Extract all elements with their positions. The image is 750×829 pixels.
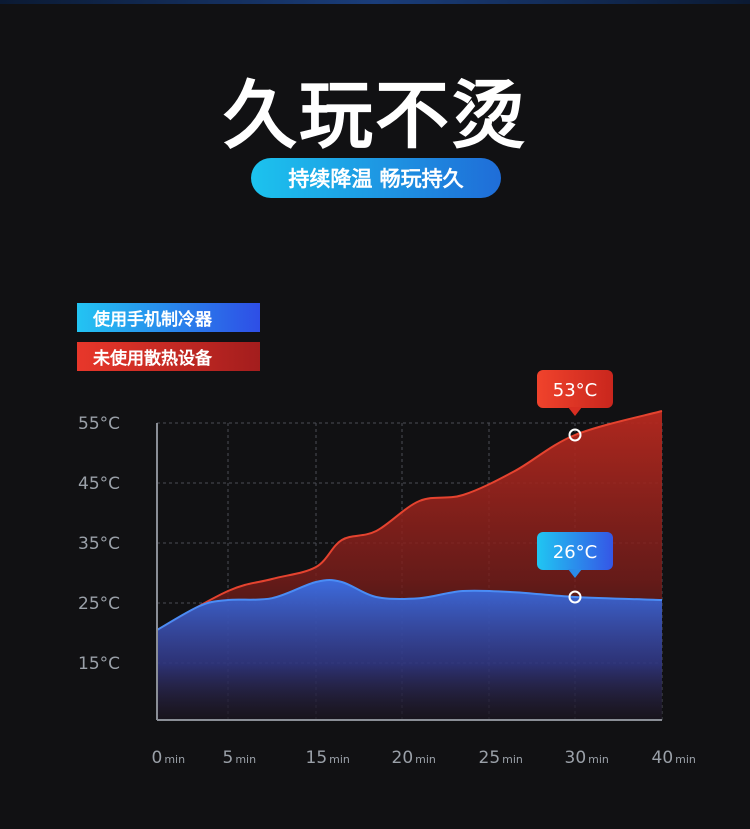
series-areas: [156, 410, 663, 720]
callout-label: 26°C: [553, 542, 597, 563]
callouts: 53°C 26°C: [537, 370, 613, 604]
x-tick-label: 30 min: [565, 748, 609, 768]
y-tick-label: 25°C: [78, 594, 120, 614]
callout-no-cooling: 53°C: [537, 370, 613, 442]
legend-item-no-cooling: 未使用散热设备: [77, 342, 260, 371]
y-tick-label: 35°C: [78, 534, 120, 554]
y-tick-label: 55°C: [78, 414, 120, 434]
x-tick-label: 20 min: [392, 748, 436, 768]
callout-label: 53°C: [553, 380, 597, 401]
axes: [156, 423, 662, 721]
callout-marker: [568, 428, 582, 442]
page-title: 久玩不烫: [223, 73, 527, 159]
tick-labels: 15°C 25°C 35°C 45°C 55°C 0 min 5 min 15 min 20 min 25…: [78, 414, 696, 768]
callout-marker: [568, 590, 582, 604]
x-tick-label: 0 min: [152, 748, 186, 768]
line-cooler: [156, 579, 663, 631]
x-tick-label: 5 min: [223, 748, 257, 768]
top-strip: [0, 0, 750, 4]
area-cooler: [157, 580, 662, 720]
x-tick-label: 40 min: [652, 748, 696, 768]
legend-label-cooler: 使用手机制冷器: [93, 310, 212, 330]
y-tick-label: 45°C: [78, 474, 120, 494]
legend-item-cooler: 使用手机制冷器: [77, 303, 260, 332]
y-tick-label: 15°C: [78, 654, 120, 674]
callout-pointer: [568, 407, 582, 416]
callout-box: [537, 370, 613, 408]
x-tick-label: 25 min: [479, 748, 523, 768]
x-tick-label: 15 min: [306, 748, 350, 768]
callout-cooler: 26°C: [537, 532, 613, 604]
callout-box: [537, 532, 613, 570]
legend-label-no-cooling: 未使用散热设备: [93, 349, 212, 369]
callout-pointer: [568, 569, 582, 578]
line-no-cooling: [156, 410, 663, 631]
subtitle-badge: 持续降温 畅玩持久: [251, 158, 501, 198]
